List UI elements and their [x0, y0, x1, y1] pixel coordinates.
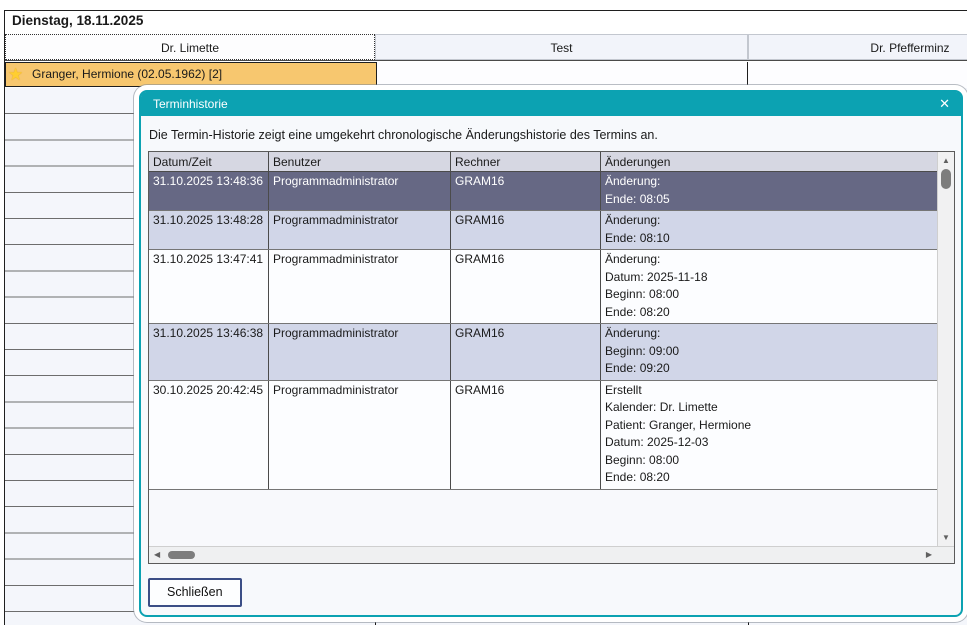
- cell-computer: GRAM16: [451, 172, 601, 210]
- cell-user: Programmadministrator: [269, 250, 451, 323]
- cell-computer: GRAM16: [451, 380, 601, 489]
- dialog-title-bar[interactable]: Terminhistorie ✕: [141, 92, 961, 116]
- calendar-left-margin: [0, 0, 4, 625]
- cell-datetime: 30.10.2025 20:42:45: [149, 380, 269, 489]
- calendar-column-header-row: Dr. Limette Test Dr. Pfefferminz: [0, 33, 967, 61]
- cell-computer: GRAM16: [451, 324, 601, 380]
- header-aenderungen[interactable]: Änderungen: [605, 155, 671, 169]
- close-icon[interactable]: ✕: [939, 96, 950, 111]
- history-row[interactable]: 31.10.2025 13:46:38 Programmadministrato…: [149, 324, 937, 381]
- scroll-up-icon[interactable]: ▲: [942, 156, 950, 165]
- cell-changes: Änderung: Beginn: 09:00 Ende: 09:20: [605, 326, 680, 375]
- horizontal-scrollbar-thumb[interactable]: [168, 551, 195, 559]
- vertical-scrollbar[interactable]: ▲ ▼: [937, 152, 954, 546]
- history-table: Datum/Zeit Benutzer Rechner Änderungen 3…: [148, 151, 955, 564]
- cell-datetime: 31.10.2025 13:48:28: [149, 211, 269, 249]
- cell-datetime: 31.10.2025 13:47:41: [149, 250, 269, 323]
- cell-user: Programmadministrator: [269, 211, 451, 249]
- vertical-scrollbar-thumb[interactable]: [941, 169, 951, 189]
- history-table-empty-area: [149, 489, 937, 546]
- scroll-down-icon[interactable]: ▼: [942, 533, 950, 542]
- header-benutzer[interactable]: Benutzer: [269, 152, 451, 171]
- history-table-content: Datum/Zeit Benutzer Rechner Änderungen 3…: [149, 152, 937, 546]
- appointment-label: Granger, Hermione (02.05.1962) [2]: [32, 67, 223, 81]
- history-row[interactable]: 31.10.2025 13:47:41 Programmadministrato…: [149, 250, 937, 324]
- header-datum-zeit[interactable]: Datum/Zeit: [149, 152, 269, 171]
- cell-user: Programmadministrator: [269, 380, 451, 489]
- cell-datetime: 31.10.2025 13:48:36: [149, 172, 269, 210]
- calendar-left-border: [4, 10, 5, 625]
- star-icon: ★: [8, 65, 24, 84]
- cell-computer: GRAM16: [451, 211, 601, 249]
- schliessen-button[interactable]: Schließen: [148, 578, 242, 607]
- calendar-top-border: [0, 10, 967, 11]
- cell-user: Programmadministrator: [269, 324, 451, 380]
- terminhistorie-dialog: Terminhistorie ✕ Die Termin-Historie zei…: [139, 90, 963, 617]
- appointment-row: ★ Granger, Hermione (02.05.1962) [2]: [0, 62, 967, 88]
- cell-user: Programmadministrator: [269, 172, 451, 210]
- cell-changes: Änderung: Ende: 08:10: [605, 213, 670, 245]
- appointment-entry[interactable]: ★ Granger, Hermione (02.05.1962) [2]: [5, 62, 377, 87]
- cell-changes: Änderung: Datum: 2025-11-18 Beginn: 08:0…: [605, 252, 708, 319]
- history-row[interactable]: 31.10.2025 13:48:28 Programmadministrato…: [149, 211, 937, 250]
- column-header-dr-limette[interactable]: Dr. Limette: [5, 34, 375, 60]
- header-rechner[interactable]: Rechner: [451, 152, 601, 171]
- scroll-left-icon[interactable]: ◀: [154, 550, 161, 559]
- dialog-intro-text: Die Termin-Historie zeigt eine umgekehrt…: [149, 128, 658, 142]
- column-header-test[interactable]: Test: [375, 34, 748, 60]
- history-table-header: Datum/Zeit Benutzer Rechner Änderungen: [149, 152, 937, 172]
- dialog-title: Terminhistorie: [153, 97, 228, 111]
- history-table-scrollarea: Datum/Zeit Benutzer Rechner Änderungen 3…: [149, 152, 954, 546]
- cell-changes: Erstellt Kalender: Dr. Limette Patient: …: [605, 382, 752, 485]
- scroll-right-icon[interactable]: ▶: [925, 550, 932, 559]
- calendar-date-header: Dienstag, 18.11.2025: [12, 13, 144, 28]
- cell-computer: GRAM16: [451, 250, 601, 323]
- column-header-dr-pfefferminz[interactable]: Dr. Pfefferminz: [748, 34, 967, 60]
- history-row[interactable]: 31.10.2025 13:48:36 Programmadministrato…: [149, 172, 937, 211]
- cell-datetime: 31.10.2025 13:46:38: [149, 324, 269, 380]
- horizontal-scrollbar[interactable]: ◀ ▶: [149, 546, 954, 563]
- cell-changes: Änderung: Ende: 08:05: [605, 174, 670, 206]
- history-row[interactable]: 30.10.2025 20:42:45 Programmadministrato…: [149, 380, 937, 490]
- appointment-row-empty-cell[interactable]: [377, 62, 748, 87]
